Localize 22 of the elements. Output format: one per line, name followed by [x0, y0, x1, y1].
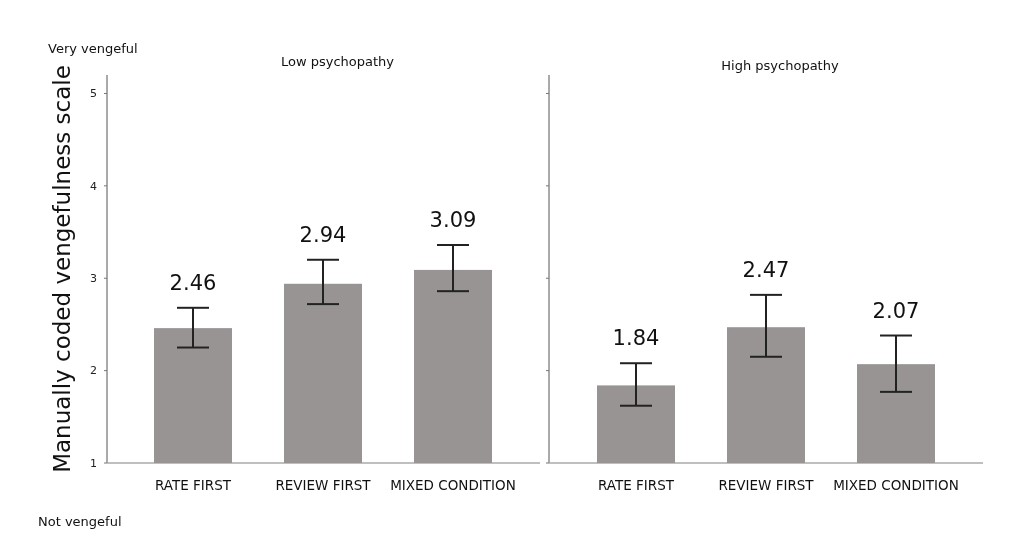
y-tick-label: 4 [90, 179, 97, 193]
chart-title: Low psychopathy [280, 54, 395, 69]
data-label: 2.07 [872, 298, 920, 323]
y-axis-title: Manually coded vengefulness scale [49, 65, 75, 473]
data-label: 2.47 [742, 257, 790, 282]
x-tick-label: REVIEW FIRST [718, 477, 815, 493]
data-label: 1.84 [612, 326, 660, 351]
x-tick-label: MIXED CONDITION [390, 477, 516, 493]
text: Very vengeful [48, 41, 138, 56]
data-label: 2.94 [299, 222, 347, 247]
y-tick-label: 5 [90, 87, 97, 101]
data-label: 2.46 [169, 270, 217, 295]
x-tick-label: REVIEW FIRST [275, 477, 372, 493]
y-tick-label: 2 [90, 364, 97, 378]
x-tick-label: MIXED CONDITION [833, 477, 959, 493]
y-tick-label: 1 [90, 456, 97, 470]
data-label: 3.09 [429, 207, 477, 232]
text: Not vengeful [38, 514, 122, 529]
x-tick-label: RATE FIRST [154, 477, 232, 493]
y-tick-label: 3 [90, 272, 97, 286]
chart-title: High psychopathy [721, 58, 839, 73]
x-tick-label: RATE FIRST [597, 477, 675, 493]
